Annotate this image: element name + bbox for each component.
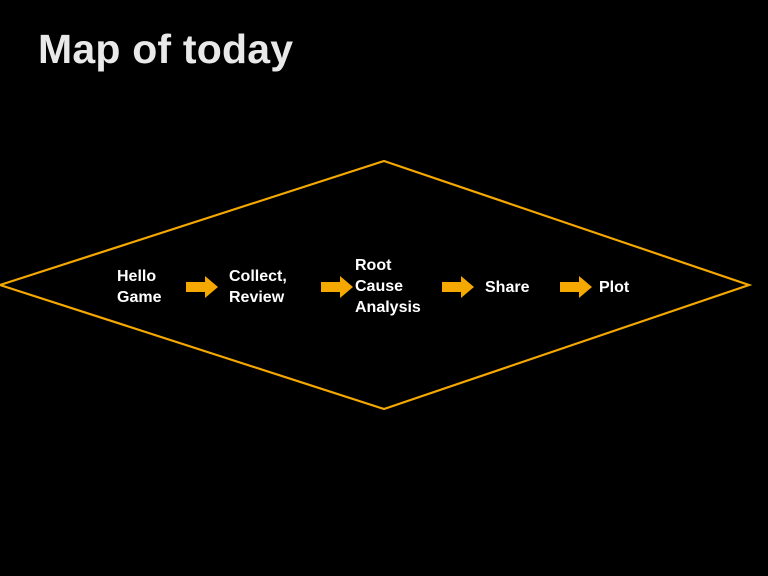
diamond-outline: [0, 159, 753, 411]
step-plot: Plot: [599, 279, 630, 296]
right-arrow-icon: [321, 276, 353, 298]
right-arrow-icon: [560, 276, 592, 298]
step-collect-review: Collect, Review: [229, 268, 287, 306]
step-hello-game: Hello Game: [117, 268, 162, 306]
step-share: Share: [485, 279, 530, 296]
slide-title: Map of today: [38, 26, 294, 72]
step-root-cause-analysis: Root Cause Analysis: [355, 257, 421, 316]
right-arrow-icon: [186, 276, 218, 298]
right-arrow-icon: [442, 276, 474, 298]
